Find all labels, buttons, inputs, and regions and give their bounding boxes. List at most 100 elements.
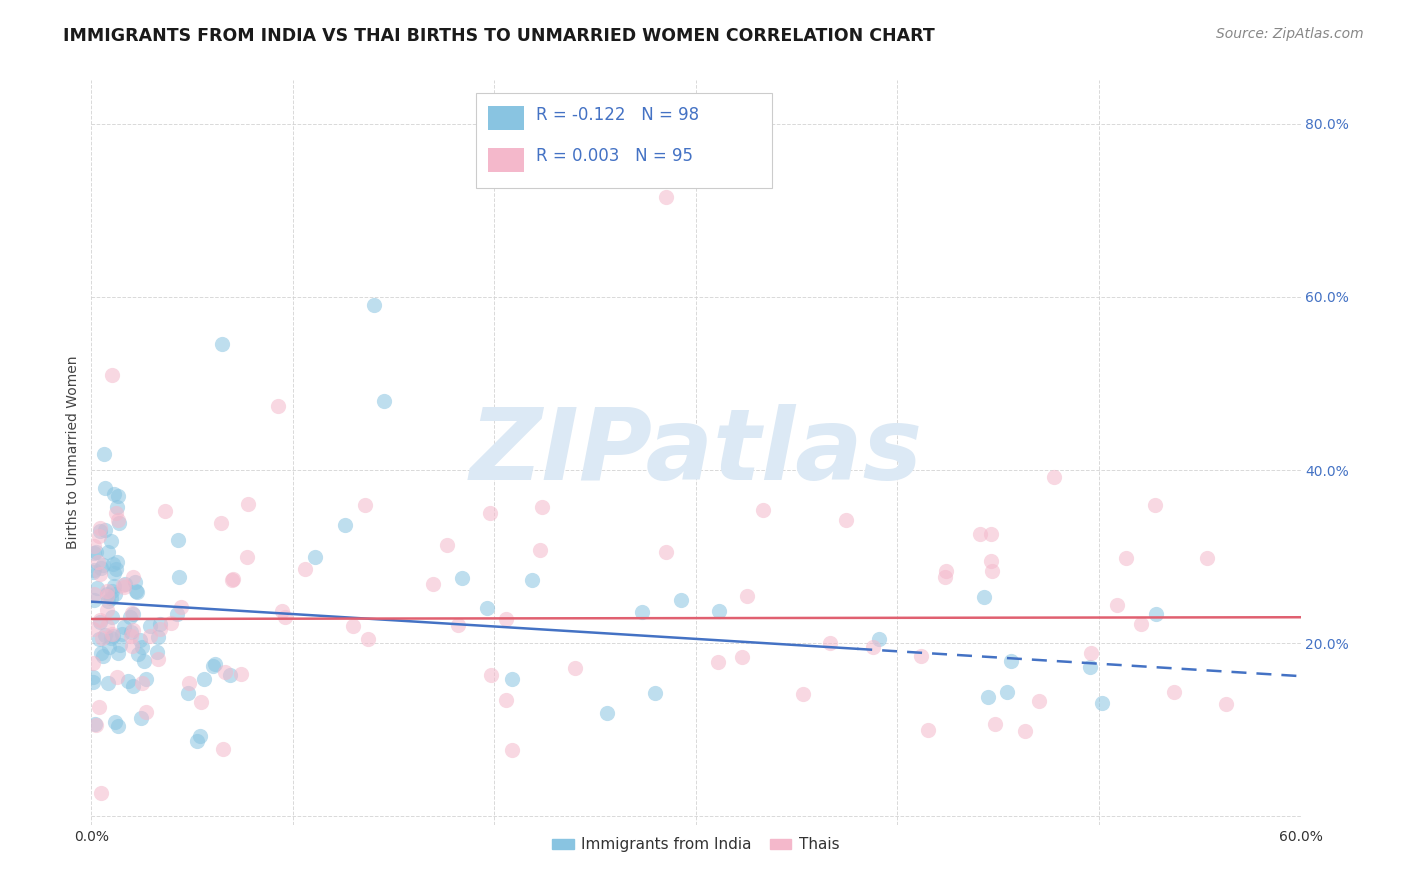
- Point: [93, 447, 115, 461]
- Legend: Immigrants from India, Thais: Immigrants from India, Thais: [546, 831, 846, 858]
- Point: [121, 570, 143, 584]
- Point: [96, 583, 118, 598]
- Point: [436, 539, 458, 553]
- Point: [96, 603, 118, 617]
- Point: [862, 640, 884, 655]
- Point: [179, 676, 201, 690]
- Point: [87, 555, 110, 569]
- Point: [148, 630, 170, 644]
- Point: [127, 585, 149, 599]
- Point: [87, 529, 110, 543]
- Point: [94, 628, 117, 642]
- Point: [105, 500, 128, 514]
- Point: [90, 646, 112, 660]
- Point: [112, 580, 135, 594]
- Point: [107, 719, 129, 733]
- Point: [373, 393, 395, 408]
- Point: [1163, 684, 1185, 698]
- Point: [475, 600, 498, 615]
- Point: [110, 638, 132, 652]
- Point: [87, 632, 110, 646]
- Point: [834, 512, 856, 526]
- Point: [357, 632, 380, 647]
- Point: [125, 583, 148, 598]
- Point: [363, 298, 385, 312]
- Point: [96, 590, 118, 604]
- Point: [121, 639, 143, 653]
- Point: [103, 566, 125, 581]
- Point: [97, 676, 120, 690]
- Point: [83, 587, 105, 601]
- Point: [267, 399, 290, 413]
- Point: [129, 633, 152, 648]
- Point: [146, 645, 169, 659]
- Point: [82, 657, 104, 671]
- Point: [101, 368, 124, 382]
- Point: [82, 565, 104, 579]
- Point: [1078, 660, 1101, 674]
- Point: [1144, 607, 1167, 621]
- Point: [127, 647, 149, 661]
- Point: [1000, 654, 1022, 668]
- Point: [167, 569, 190, 583]
- Point: [105, 507, 128, 521]
- Point: [166, 607, 188, 621]
- Point: [1080, 646, 1102, 660]
- Point: [91, 648, 114, 663]
- Point: [82, 622, 104, 636]
- Point: [91, 631, 114, 645]
- Point: [107, 646, 129, 660]
- Point: [96, 587, 118, 601]
- Point: [120, 610, 142, 624]
- Point: [222, 572, 245, 586]
- Point: [153, 504, 176, 518]
- Point: [501, 743, 523, 757]
- Point: [868, 632, 890, 647]
- Point: [103, 629, 125, 643]
- Point: [1107, 598, 1129, 612]
- Point: [121, 607, 143, 621]
- Point: [495, 612, 517, 626]
- Point: [90, 561, 112, 575]
- Point: [751, 503, 773, 517]
- Point: [630, 605, 652, 619]
- Point: [204, 657, 226, 671]
- Point: [103, 557, 125, 571]
- Point: [96, 619, 118, 633]
- Point: [529, 542, 551, 557]
- Point: [100, 591, 122, 606]
- Point: [89, 615, 111, 629]
- Point: [105, 670, 128, 684]
- Point: [100, 583, 122, 598]
- Point: [731, 649, 754, 664]
- Point: [707, 655, 730, 669]
- Point: [190, 695, 212, 709]
- Point: [995, 685, 1018, 699]
- Point: [984, 717, 1007, 731]
- Point: [669, 592, 692, 607]
- Point: [94, 481, 117, 495]
- Point: [1014, 723, 1036, 738]
- Point: [235, 549, 257, 564]
- Point: [107, 489, 129, 503]
- Point: [97, 640, 120, 654]
- Point: [520, 574, 543, 588]
- Point: [1130, 617, 1153, 632]
- Point: [139, 629, 162, 643]
- Point: [94, 524, 117, 538]
- Point: [186, 733, 208, 747]
- Point: [131, 640, 153, 654]
- Point: [105, 556, 128, 570]
- Point: [103, 579, 125, 593]
- Point: [169, 600, 191, 615]
- Point: [973, 590, 995, 604]
- FancyBboxPatch shape: [475, 93, 772, 188]
- Point: [86, 545, 108, 559]
- Point: [211, 337, 233, 351]
- Point: [84, 717, 107, 731]
- Point: [1028, 694, 1050, 708]
- Point: [112, 577, 135, 591]
- Point: [83, 717, 105, 731]
- Point: [446, 617, 468, 632]
- Point: [271, 603, 294, 617]
